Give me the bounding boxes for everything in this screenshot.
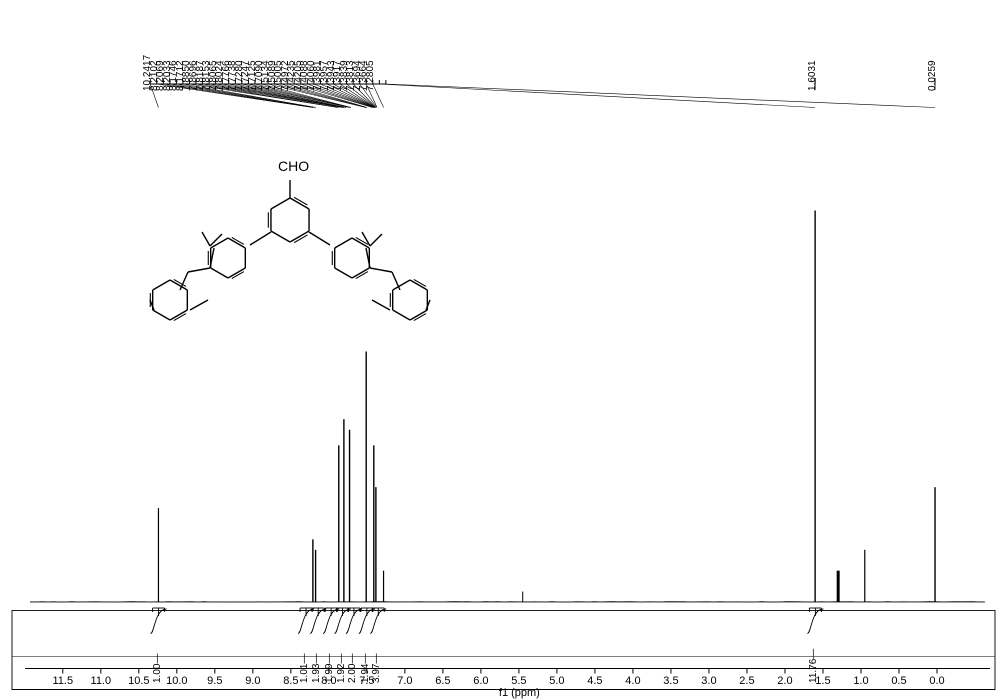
axis-tick: 0.5 xyxy=(885,675,913,687)
axis-tick: 10.5 xyxy=(125,675,153,687)
peak-ppm-label: 1.6031 xyxy=(807,60,818,91)
axis-tick: 9.5 xyxy=(201,675,229,687)
axis-tick: 10.0 xyxy=(163,675,191,687)
axis-tick: 8.0 xyxy=(315,675,343,687)
axis-tick: 2.0 xyxy=(771,675,799,687)
axis-title: f1 (ppm) xyxy=(499,687,540,699)
axis-tick: 1.0 xyxy=(847,675,875,687)
axis-tick: 7.5 xyxy=(353,675,381,687)
axis-tick: 6.0 xyxy=(467,675,495,687)
peak-ppm-label: 7.2805 xyxy=(365,60,376,91)
molecule-structure xyxy=(110,150,470,350)
integration-value: 1.00— xyxy=(152,653,163,682)
axis-tick: 4.0 xyxy=(619,675,647,687)
peak-ppm-label: 0.0259 xyxy=(927,60,938,91)
axis-tick: 3.0 xyxy=(695,675,723,687)
axis-tick: 4.5 xyxy=(581,675,609,687)
axis-tick: 3.5 xyxy=(657,675,685,687)
axis-tick: 6.5 xyxy=(429,675,457,687)
axis-tick: 11.5 xyxy=(49,675,77,687)
axis-tick: 5.5 xyxy=(505,675,533,687)
spectrum-canvas xyxy=(0,0,1000,700)
axis-tick: 2.5 xyxy=(733,675,761,687)
axis-tick: 5.0 xyxy=(543,675,571,687)
axis-tick: 1.5 xyxy=(809,675,837,687)
axis-tick: 9.0 xyxy=(239,675,267,687)
molecule-cho-label: CHO xyxy=(278,158,309,174)
axis-tick: 8.5 xyxy=(277,675,305,687)
nmr-figure: CHO 10.24178.21028.20698.20338.17468.171… xyxy=(0,0,1000,700)
axis-tick: 7.0 xyxy=(391,675,419,687)
axis-tick: 11.0 xyxy=(87,675,115,687)
axis-tick: 0.0 xyxy=(923,675,951,687)
